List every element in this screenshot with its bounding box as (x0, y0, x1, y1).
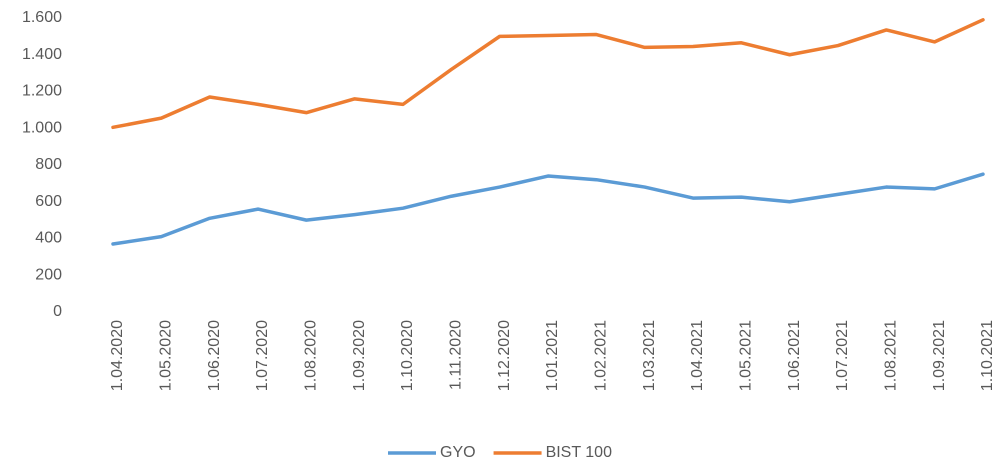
x-tick-label: 1.11.2020 (448, 320, 465, 390)
x-tick-label: 1.06.2021 (786, 320, 803, 391)
x-tick-label: 1.02.2021 (593, 320, 610, 391)
legend-label: BIST 100 (546, 444, 613, 461)
x-tick-label: 1.10.2020 (399, 320, 416, 391)
y-tick-label: 0 (53, 303, 62, 320)
y-tick-label: 1.200 (22, 83, 62, 100)
series-line (111, 172, 985, 246)
y-tick-label: 800 (35, 156, 62, 173)
x-tick-label: 1.06.2020 (206, 320, 223, 391)
y-tick-label: 200 (35, 266, 62, 283)
x-tick-label: 1.07.2021 (834, 320, 851, 391)
y-tick-label: 400 (35, 230, 62, 247)
x-tick-label: 1.04.2021 (689, 320, 706, 391)
x-tick-label: 1.08.2021 (883, 320, 900, 391)
x-tick-label: 1.09.2021 (931, 320, 948, 391)
y-tick-label: 600 (35, 193, 62, 210)
y-tick-label: 1.000 (22, 119, 62, 136)
x-tick-label: 1.09.2020 (351, 320, 368, 391)
x-tick-label: 1.12.2020 (496, 320, 513, 391)
y-tick-label: 1.400 (22, 46, 62, 63)
x-tick-label: 1.08.2020 (303, 320, 320, 391)
x-tick-label: 1.01.2021 (544, 320, 561, 391)
x-tick-label: 1.05.2021 (738, 320, 755, 391)
x-tick-label: 1.03.2021 (641, 320, 658, 391)
legend-label: GYO (440, 444, 476, 461)
y-tick-label: 1.600 (22, 9, 62, 26)
x-tick-label: 1.04.2020 (109, 320, 126, 391)
x-tick-label: 1.07.2020 (254, 320, 271, 391)
x-tick-label: 1.10.2021 (979, 320, 994, 391)
series-line (111, 18, 985, 130)
x-tick-label: 1.05.2020 (158, 320, 175, 391)
